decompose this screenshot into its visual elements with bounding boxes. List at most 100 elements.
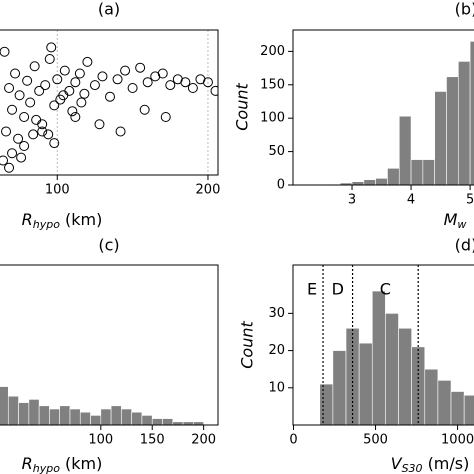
- point: [7, 148, 18, 159]
- frame: [292, 264, 474, 426]
- panel-title: (d): [455, 236, 474, 255]
- point: [49, 138, 60, 149]
- bar: [0, 386, 9, 425]
- point: [40, 80, 51, 91]
- bar: [424, 368, 439, 425]
- point: [127, 83, 138, 93]
- x-axis-label: Rhypo (km): [22, 454, 103, 474]
- point: [79, 88, 90, 99]
- bar: [18, 402, 30, 425]
- bar: [457, 61, 471, 185]
- point: [172, 74, 183, 85]
- bar: [38, 405, 50, 425]
- point: [1, 126, 12, 137]
- point: [25, 97, 36, 108]
- point: [70, 112, 81, 122]
- y-tick-label: 20: [268, 343, 285, 358]
- bar: [319, 383, 334, 425]
- y-tick-label: 50: [268, 144, 285, 159]
- point: [67, 106, 78, 117]
- point: [64, 85, 75, 96]
- point: [29, 61, 40, 72]
- zone-label: C: [380, 280, 391, 299]
- y-tick-label: 10: [268, 380, 285, 395]
- y-tick-label: 100: [260, 111, 285, 126]
- x-tick-label: 3: [348, 193, 356, 208]
- point: [59, 65, 70, 76]
- bar: [469, 41, 474, 185]
- x-label-unit: (km): [65, 454, 102, 473]
- bar: [121, 408, 132, 425]
- x-tick-label: 5: [466, 193, 474, 208]
- x-label-subscript: hypo: [33, 218, 60, 231]
- x-tick-label: 500: [363, 433, 388, 448]
- panel: 100 150 200 (c) Rhypo (km): [0, 236, 219, 474]
- bar: [151, 418, 163, 425]
- point: [150, 71, 161, 82]
- zone-label: E: [307, 280, 317, 299]
- bar: [371, 290, 386, 425]
- point: [19, 112, 30, 122]
- plot-area: [0, 30, 218, 175]
- x-label-symbol: R: [22, 454, 33, 473]
- point: [202, 77, 213, 88]
- point: [82, 56, 93, 67]
- bar: [79, 411, 91, 425]
- y-axis-label: Count: [233, 83, 252, 131]
- point: [210, 85, 218, 96]
- x-label-unit: (km): [65, 210, 102, 229]
- point: [46, 42, 57, 53]
- bar: [446, 76, 459, 185]
- point: [10, 68, 21, 79]
- bar: [141, 415, 153, 425]
- bar: [375, 178, 388, 185]
- y-axis-label: Count: [238, 321, 257, 369]
- bar: [398, 327, 412, 425]
- x-label-unit: (m/s): [428, 454, 470, 473]
- point: [4, 83, 15, 93]
- bar: [49, 408, 60, 425]
- zone-label: D: [332, 280, 344, 299]
- bar: [450, 391, 465, 425]
- x-tick-label: 4: [407, 193, 415, 208]
- x-tick-label: 100: [88, 433, 113, 448]
- point: [89, 80, 100, 91]
- bar: [110, 405, 122, 425]
- bar: [332, 350, 347, 425]
- y-tick-label: 30: [268, 306, 285, 321]
- point: [7, 104, 18, 115]
- frame: [0, 264, 219, 426]
- point: [157, 68, 168, 79]
- point: [70, 77, 81, 88]
- point: [0, 155, 9, 166]
- x-tick-label: 0: [289, 433, 297, 448]
- bar: [437, 380, 452, 425]
- point: [74, 68, 85, 79]
- x-label-subscript: hypo: [33, 462, 60, 474]
- bar: [385, 313, 399, 425]
- point: [112, 74, 123, 85]
- panel: 100 200 (a) Rhypo (km): [0, 0, 220, 231]
- point: [195, 74, 206, 85]
- bar: [387, 167, 400, 185]
- bar: [422, 159, 435, 185]
- frame: [0, 29, 219, 176]
- bar: [162, 418, 174, 425]
- point: [115, 126, 126, 137]
- point: [14, 90, 25, 101]
- x-tick-label: 200: [196, 183, 221, 198]
- x-tick-label: 150: [140, 433, 165, 448]
- x-tick-label: 1000: [441, 433, 474, 448]
- y-tick-label: 0: [277, 178, 285, 193]
- panel: 0 500 1000 10 20 30 ED C (d) Count VS30 (m/s): [238, 236, 474, 474]
- x-label-symbol: V: [391, 454, 403, 473]
- bar: [351, 181, 365, 185]
- bar: [410, 159, 424, 185]
- point: [165, 80, 176, 91]
- point: [16, 152, 27, 163]
- bar: [100, 408, 112, 425]
- point: [4, 162, 15, 173]
- point: [94, 119, 105, 130]
- panel-title: (a): [98, 0, 120, 19]
